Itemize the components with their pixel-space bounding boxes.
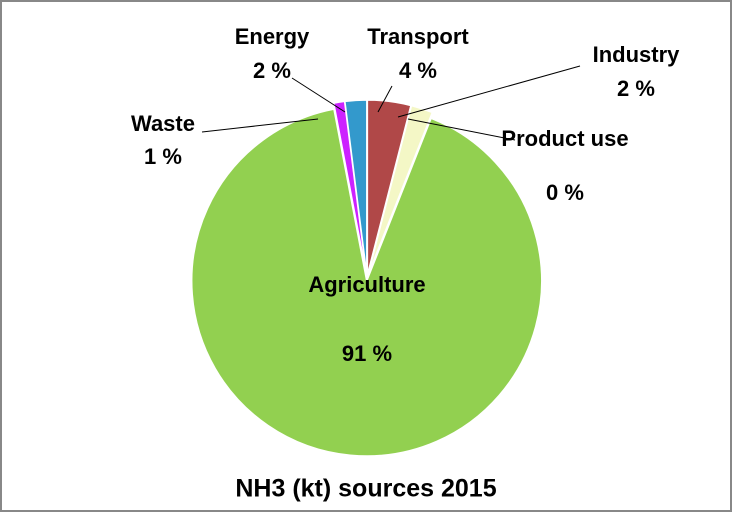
leader-line — [407, 118, 516, 141]
pie-slice — [190, 108, 543, 457]
value-label: 2 % — [253, 58, 291, 83]
slice-label: Transport — [367, 24, 469, 49]
pie-slice — [367, 104, 434, 276]
slice-label: Product use — [501, 126, 628, 151]
leader-line — [291, 77, 346, 113]
value-label: 0 % — [546, 180, 584, 205]
value-label: 4 % — [399, 58, 437, 83]
value-label: 91 % — [342, 341, 392, 366]
value-label: 2 % — [617, 76, 655, 101]
slice-label: Agriculture — [308, 272, 425, 297]
slice-label: Waste — [131, 111, 195, 136]
slice-label: Energy — [235, 24, 310, 49]
leader-line — [201, 118, 319, 133]
slice-label: Industry — [593, 42, 681, 67]
pie-slice — [344, 99, 368, 276]
value-label: 1 % — [144, 144, 182, 169]
chart-title: NH3 (kt) sources 2015 — [235, 475, 496, 503]
leader-line — [397, 65, 581, 118]
leader-line — [377, 85, 393, 113]
